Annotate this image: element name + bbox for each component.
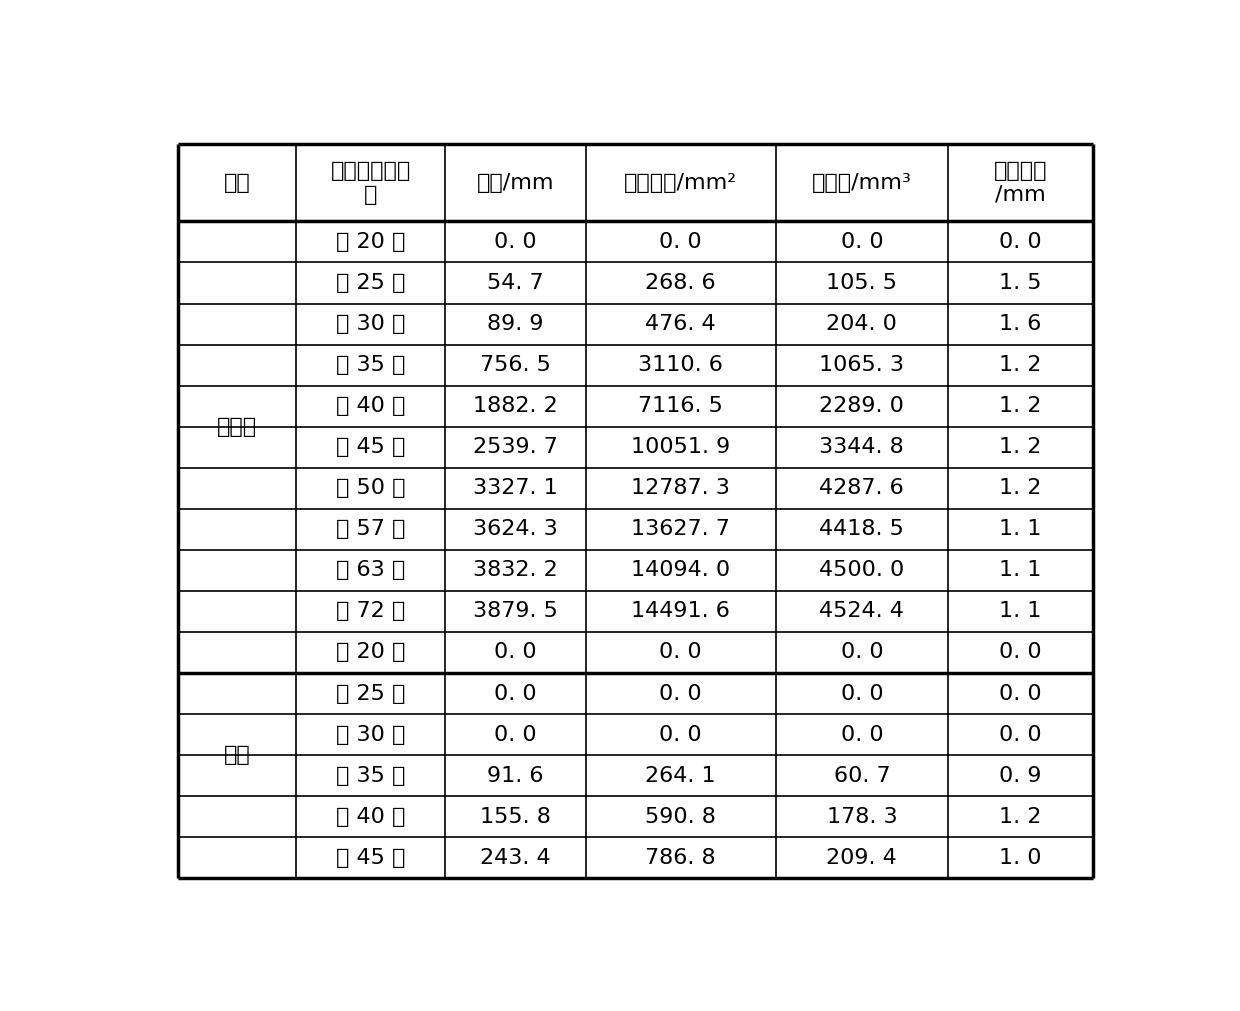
Text: 第 63 天: 第 63 天 bbox=[336, 560, 405, 580]
Text: 覆盖锯末后天
数: 覆盖锯末后天 数 bbox=[331, 162, 410, 204]
Text: 243. 4: 243. 4 bbox=[480, 847, 551, 867]
Text: 1. 2: 1. 2 bbox=[999, 355, 1042, 375]
Text: 209. 4: 209. 4 bbox=[827, 847, 898, 867]
Text: 1. 5: 1. 5 bbox=[999, 273, 1042, 293]
Text: 第 72 天: 第 72 天 bbox=[336, 602, 405, 622]
Text: 第 30 天: 第 30 天 bbox=[336, 314, 405, 334]
Text: 第 57 天: 第 57 天 bbox=[336, 520, 405, 539]
Text: 0. 0: 0. 0 bbox=[841, 725, 883, 744]
Text: 0. 0: 0. 0 bbox=[841, 642, 883, 662]
Text: 89. 9: 89. 9 bbox=[487, 314, 544, 334]
Text: 264. 1: 264. 1 bbox=[646, 765, 715, 786]
Text: 0. 0: 0. 0 bbox=[999, 683, 1042, 704]
Text: 1. 2: 1. 2 bbox=[999, 396, 1042, 417]
Text: 0. 0: 0. 0 bbox=[660, 232, 702, 252]
Text: 平均粗度
/mm: 平均粗度 /mm bbox=[993, 162, 1047, 204]
Text: 0. 0: 0. 0 bbox=[841, 683, 883, 704]
Text: 1. 2: 1. 2 bbox=[999, 807, 1042, 827]
Text: 204. 0: 204. 0 bbox=[826, 314, 898, 334]
Text: 1882. 2: 1882. 2 bbox=[474, 396, 558, 417]
Text: 268. 6: 268. 6 bbox=[646, 273, 715, 293]
Text: 4500. 0: 4500. 0 bbox=[820, 560, 904, 580]
Text: 4524. 4: 4524. 4 bbox=[820, 602, 904, 622]
Text: 对照: 对照 bbox=[223, 745, 250, 765]
Text: 3344. 8: 3344. 8 bbox=[820, 437, 904, 457]
Text: 7116. 5: 7116. 5 bbox=[639, 396, 723, 417]
Text: 第 20 天: 第 20 天 bbox=[336, 232, 405, 252]
Text: 第 35 天: 第 35 天 bbox=[336, 765, 405, 786]
Text: 0. 0: 0. 0 bbox=[495, 725, 537, 744]
Text: 3327. 1: 3327. 1 bbox=[474, 478, 558, 498]
Text: 1. 1: 1. 1 bbox=[999, 560, 1042, 580]
Text: 1. 1: 1. 1 bbox=[999, 602, 1042, 622]
Text: 第 25 天: 第 25 天 bbox=[336, 273, 405, 293]
Text: 1. 2: 1. 2 bbox=[999, 437, 1042, 457]
Text: 第 35 天: 第 35 天 bbox=[336, 355, 405, 375]
Text: 实施例: 实施例 bbox=[217, 417, 257, 437]
Text: 476. 4: 476. 4 bbox=[646, 314, 715, 334]
Text: 0. 9: 0. 9 bbox=[999, 765, 1042, 786]
Text: 1. 1: 1. 1 bbox=[999, 520, 1042, 539]
Text: 第 45 天: 第 45 天 bbox=[336, 437, 405, 457]
Text: 第 30 天: 第 30 天 bbox=[336, 725, 405, 744]
Text: 3879. 5: 3879. 5 bbox=[474, 602, 558, 622]
Text: 756. 5: 756. 5 bbox=[480, 355, 551, 375]
Text: 1. 0: 1. 0 bbox=[999, 847, 1042, 867]
Text: 4418. 5: 4418. 5 bbox=[820, 520, 904, 539]
Text: 1. 2: 1. 2 bbox=[999, 478, 1042, 498]
Text: 第 40 天: 第 40 天 bbox=[336, 396, 405, 417]
Text: 0. 0: 0. 0 bbox=[660, 725, 702, 744]
Text: 1065. 3: 1065. 3 bbox=[820, 355, 904, 375]
Text: 第 20 天: 第 20 天 bbox=[336, 642, 405, 662]
Text: 105. 5: 105. 5 bbox=[826, 273, 898, 293]
Text: 590. 8: 590. 8 bbox=[645, 807, 717, 827]
Text: 0. 0: 0. 0 bbox=[660, 642, 702, 662]
Text: 14094. 0: 14094. 0 bbox=[631, 560, 730, 580]
Text: 3110. 6: 3110. 6 bbox=[639, 355, 723, 375]
Text: 总长/mm: 总长/mm bbox=[476, 173, 554, 193]
Text: 2289. 0: 2289. 0 bbox=[820, 396, 904, 417]
Text: 0. 0: 0. 0 bbox=[495, 642, 537, 662]
Text: 0. 0: 0. 0 bbox=[841, 232, 883, 252]
Text: 0. 0: 0. 0 bbox=[495, 232, 537, 252]
Text: 178. 3: 178. 3 bbox=[827, 807, 898, 827]
Text: 13627. 7: 13627. 7 bbox=[631, 520, 730, 539]
Text: 处理: 处理 bbox=[223, 173, 250, 193]
Text: 91. 6: 91. 6 bbox=[487, 765, 544, 786]
Text: 0. 0: 0. 0 bbox=[999, 725, 1042, 744]
Text: 14491. 6: 14491. 6 bbox=[631, 602, 730, 622]
Text: 第 40 天: 第 40 天 bbox=[336, 807, 405, 827]
Text: 总表面积/mm²: 总表面积/mm² bbox=[624, 173, 738, 193]
Text: 0. 0: 0. 0 bbox=[999, 642, 1042, 662]
Text: 第 50 天: 第 50 天 bbox=[336, 478, 405, 498]
Text: 1. 6: 1. 6 bbox=[999, 314, 1042, 334]
Text: 54. 7: 54. 7 bbox=[487, 273, 544, 293]
Text: 0. 0: 0. 0 bbox=[495, 683, 537, 704]
Text: 155. 8: 155. 8 bbox=[480, 807, 551, 827]
Text: 3624. 3: 3624. 3 bbox=[474, 520, 558, 539]
Text: 第 45 天: 第 45 天 bbox=[336, 847, 405, 867]
Text: 12787. 3: 12787. 3 bbox=[631, 478, 730, 498]
Text: 10051. 9: 10051. 9 bbox=[631, 437, 730, 457]
Text: 0. 0: 0. 0 bbox=[999, 232, 1042, 252]
Text: 0. 0: 0. 0 bbox=[660, 683, 702, 704]
Text: 3832. 2: 3832. 2 bbox=[474, 560, 558, 580]
Text: 总体积/mm³: 总体积/mm³ bbox=[812, 173, 911, 193]
Text: 60. 7: 60. 7 bbox=[833, 765, 890, 786]
Text: 第 25 天: 第 25 天 bbox=[336, 683, 405, 704]
Text: 4287. 6: 4287. 6 bbox=[820, 478, 904, 498]
Text: 786. 8: 786. 8 bbox=[646, 847, 715, 867]
Text: 2539. 7: 2539. 7 bbox=[474, 437, 558, 457]
